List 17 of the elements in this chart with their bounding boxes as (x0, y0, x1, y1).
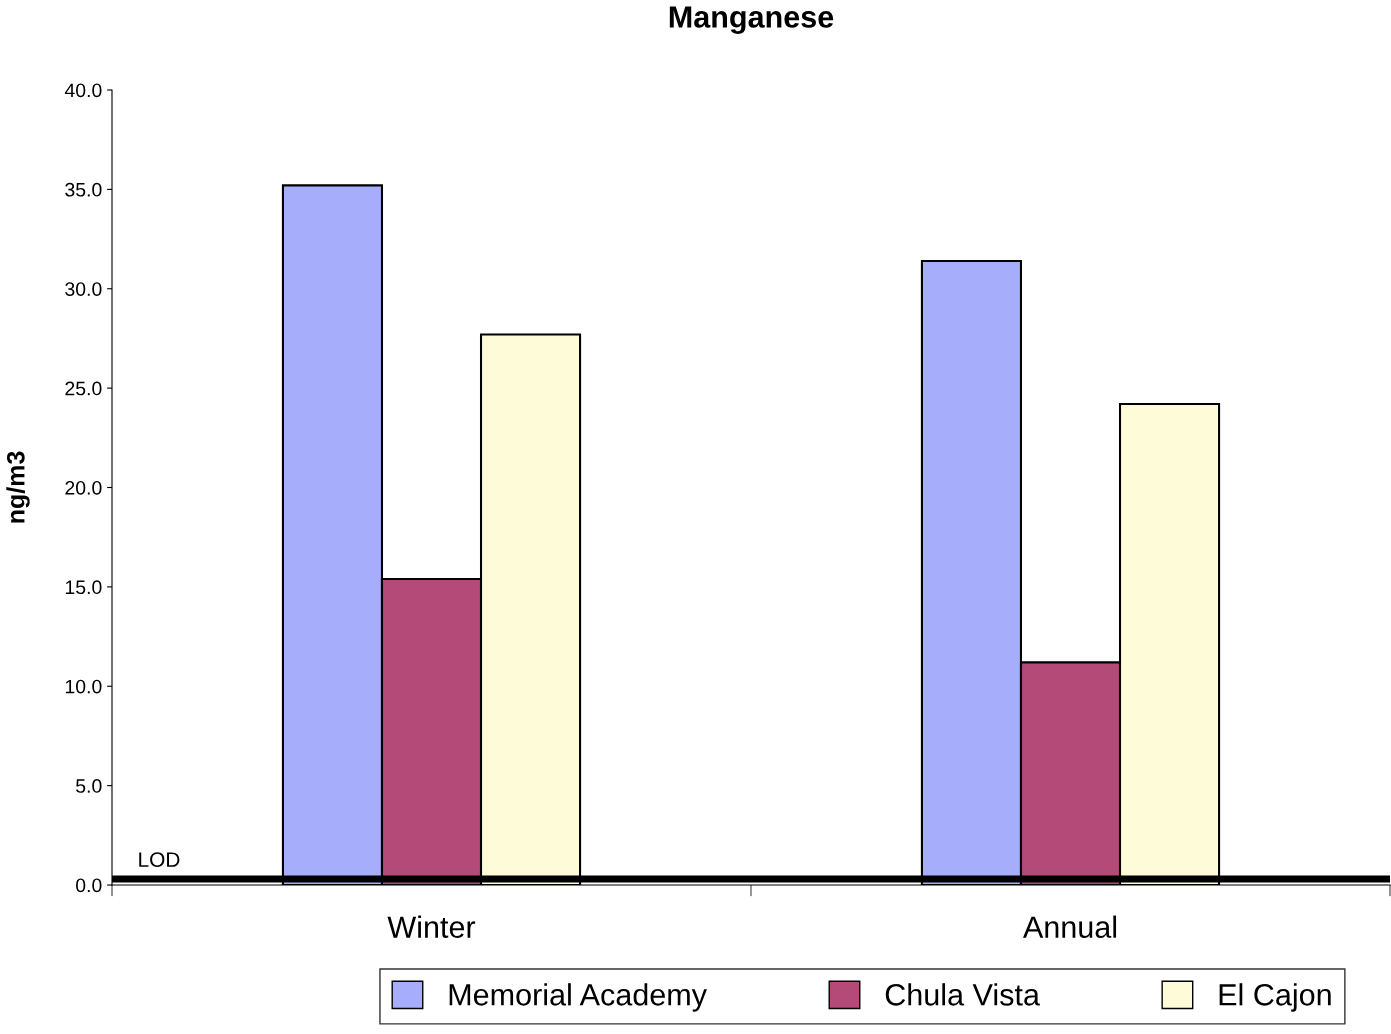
y-tick-label: 35.0 (65, 182, 102, 197)
y-tick-label: 40.0 (64, 83, 102, 98)
y-axis-title: ng/m3 (6, 451, 30, 523)
x-tick-label: Winter (387, 915, 476, 938)
y-tick-label: 10.0 (65, 679, 102, 694)
y-tick-label: 30.0 (65, 282, 102, 296)
x-tick-label: Annual (1022, 915, 1117, 938)
y-tick-label: 15.0 (65, 580, 102, 595)
legend-label: Memorial Academy (449, 983, 707, 1012)
y-tick-label: 20.0 (65, 480, 102, 495)
chart-title: Manganese (669, 6, 834, 34)
y-tick-label: 25.0 (65, 381, 102, 396)
legend-label: El Cajon (1219, 983, 1331, 1012)
y-tick-label: 0.0 (76, 878, 102, 893)
ref-line-label: LOD (139, 852, 180, 867)
legend-label: Chula Vista (885, 983, 1040, 1006)
y-tick-label: 5.0 (76, 779, 102, 793)
